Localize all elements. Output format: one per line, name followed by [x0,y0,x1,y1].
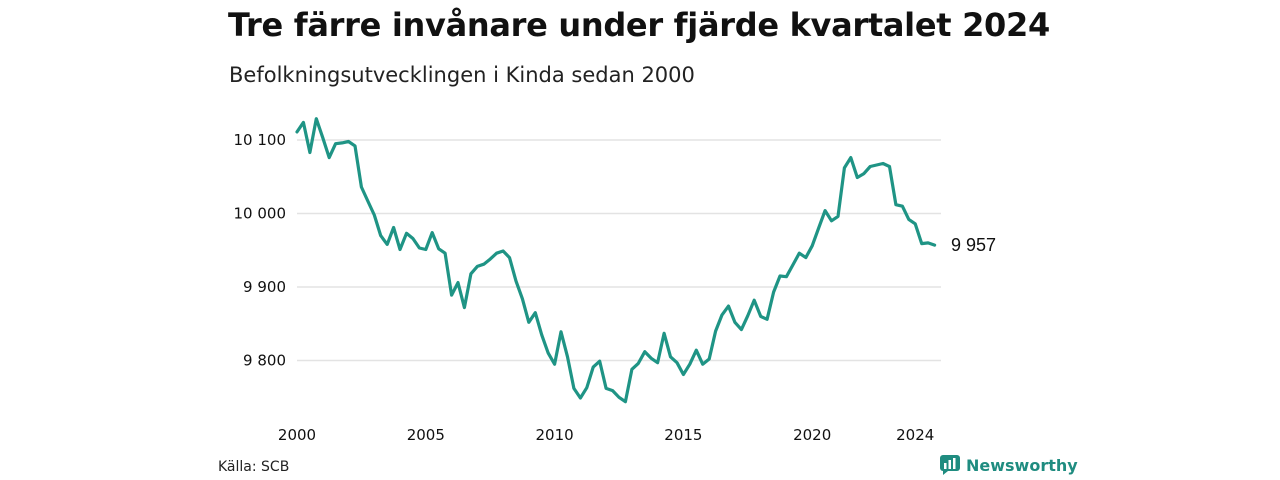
x-tick-label: 2005 [407,426,445,444]
brand-name: Newsworthy [966,455,1078,475]
x-tick-label: 2000 [278,426,316,444]
series-line [295,117,937,404]
y-tick-label: 10 100 [234,131,287,149]
end-value-label: 9 957 [951,235,996,255]
x-tick-label: 2024 [896,426,934,444]
y-tick-label: 9 800 [243,352,286,370]
newsworthy-logo-icon [940,455,960,475]
y-tick-label: 10 000 [234,205,287,223]
brand-logo: Newsworthy [940,455,1078,475]
chart-subtitle: Befolkningsutvecklingen i Kinda sedan 20… [229,63,695,87]
x-tick-label: 2010 [536,426,574,444]
series [295,117,937,404]
chart-title: Tre färre invånare under fjärde kvartale… [228,6,1050,44]
source-note: Källa: SCB [218,459,290,475]
x-axis-ticks: 2000 2005 2010 2015 2020 2024 [278,426,934,444]
gridlines [297,139,941,362]
x-tick-label: 2020 [793,426,831,444]
y-tick-label: 9 900 [243,278,286,296]
y-axis-ticks: 9 800 9 900 10 000 10 100 [234,131,287,370]
x-tick-label: 2015 [664,426,702,444]
